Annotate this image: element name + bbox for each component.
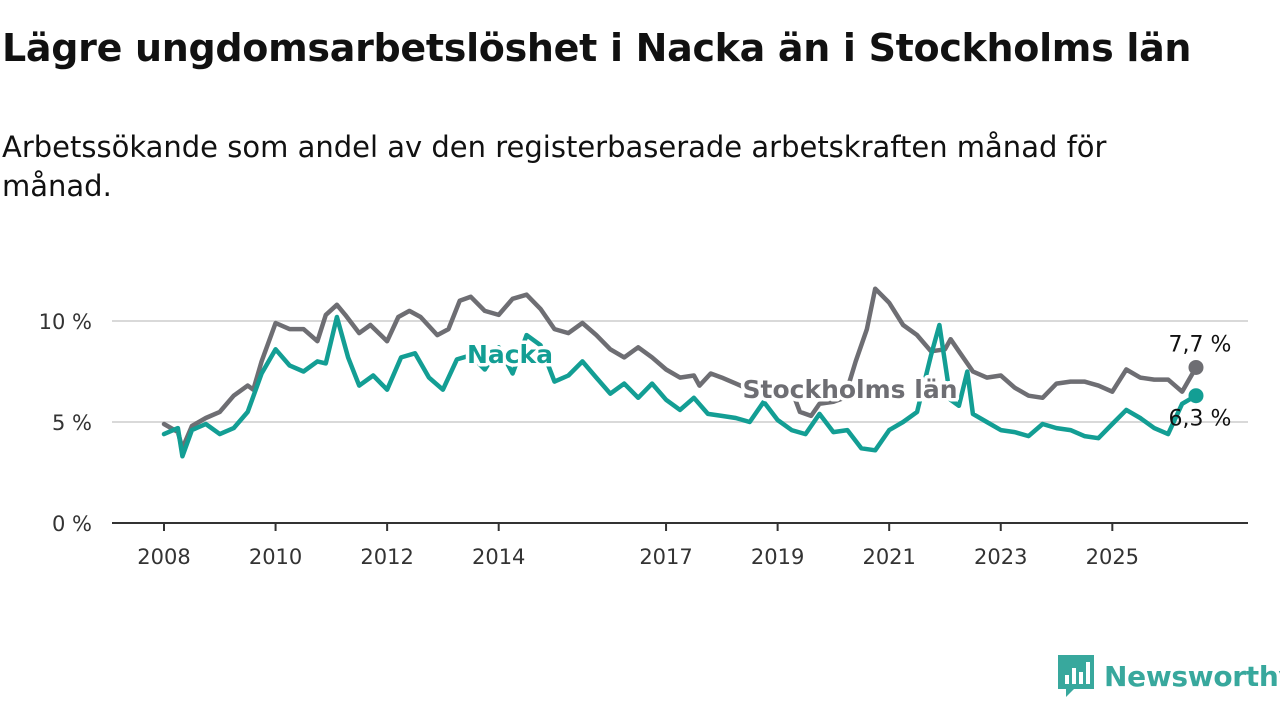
x-tick-label: 2019 [751, 545, 804, 569]
y-tick-label: 0 % [52, 512, 92, 536]
x-tick-label: 2025 [1086, 545, 1139, 569]
x-tick-label: 2014 [472, 545, 525, 569]
series-label: Nacka [467, 340, 553, 369]
brand-name: Newsworthy [1104, 659, 1280, 693]
end-label-nacka: 6,3 % [1169, 407, 1232, 432]
y-tick-label: 5 % [52, 411, 92, 435]
end-point-nacka [1188, 388, 1204, 404]
end-label-stockholms-l-n: 7,7 % [1169, 332, 1232, 357]
x-tick-label: 2010 [249, 545, 302, 569]
chart-title: Lägre ungdomsarbetslöshet i Nacka än i S… [2, 26, 1192, 70]
series-line-nacka [161, 314, 1199, 459]
x-tick-label: 2023 [974, 545, 1027, 569]
x-tick-label: 2021 [862, 545, 915, 569]
line-chart: 0 % 5 % 10 % 2008 2010 2012 2014 2017 2019 2021 20… [39, 286, 1248, 569]
newsworthy-logo-icon [1058, 655, 1094, 697]
x-tick-label: 2017 [639, 545, 692, 569]
x-tick-label: 2008 [137, 545, 190, 569]
end-point-stockholms-l-n [1188, 359, 1204, 375]
y-tick-label: 10 % [39, 310, 92, 334]
series-label: Stockholms län [743, 375, 958, 404]
x-tick-label: 2012 [360, 545, 413, 569]
series-line-stockholms-l-n [161, 286, 1199, 451]
chart-subtitle: Arbetssökande som andel av den registerb… [2, 130, 1107, 203]
brand-logo: Newsworthy [1058, 654, 1280, 698]
